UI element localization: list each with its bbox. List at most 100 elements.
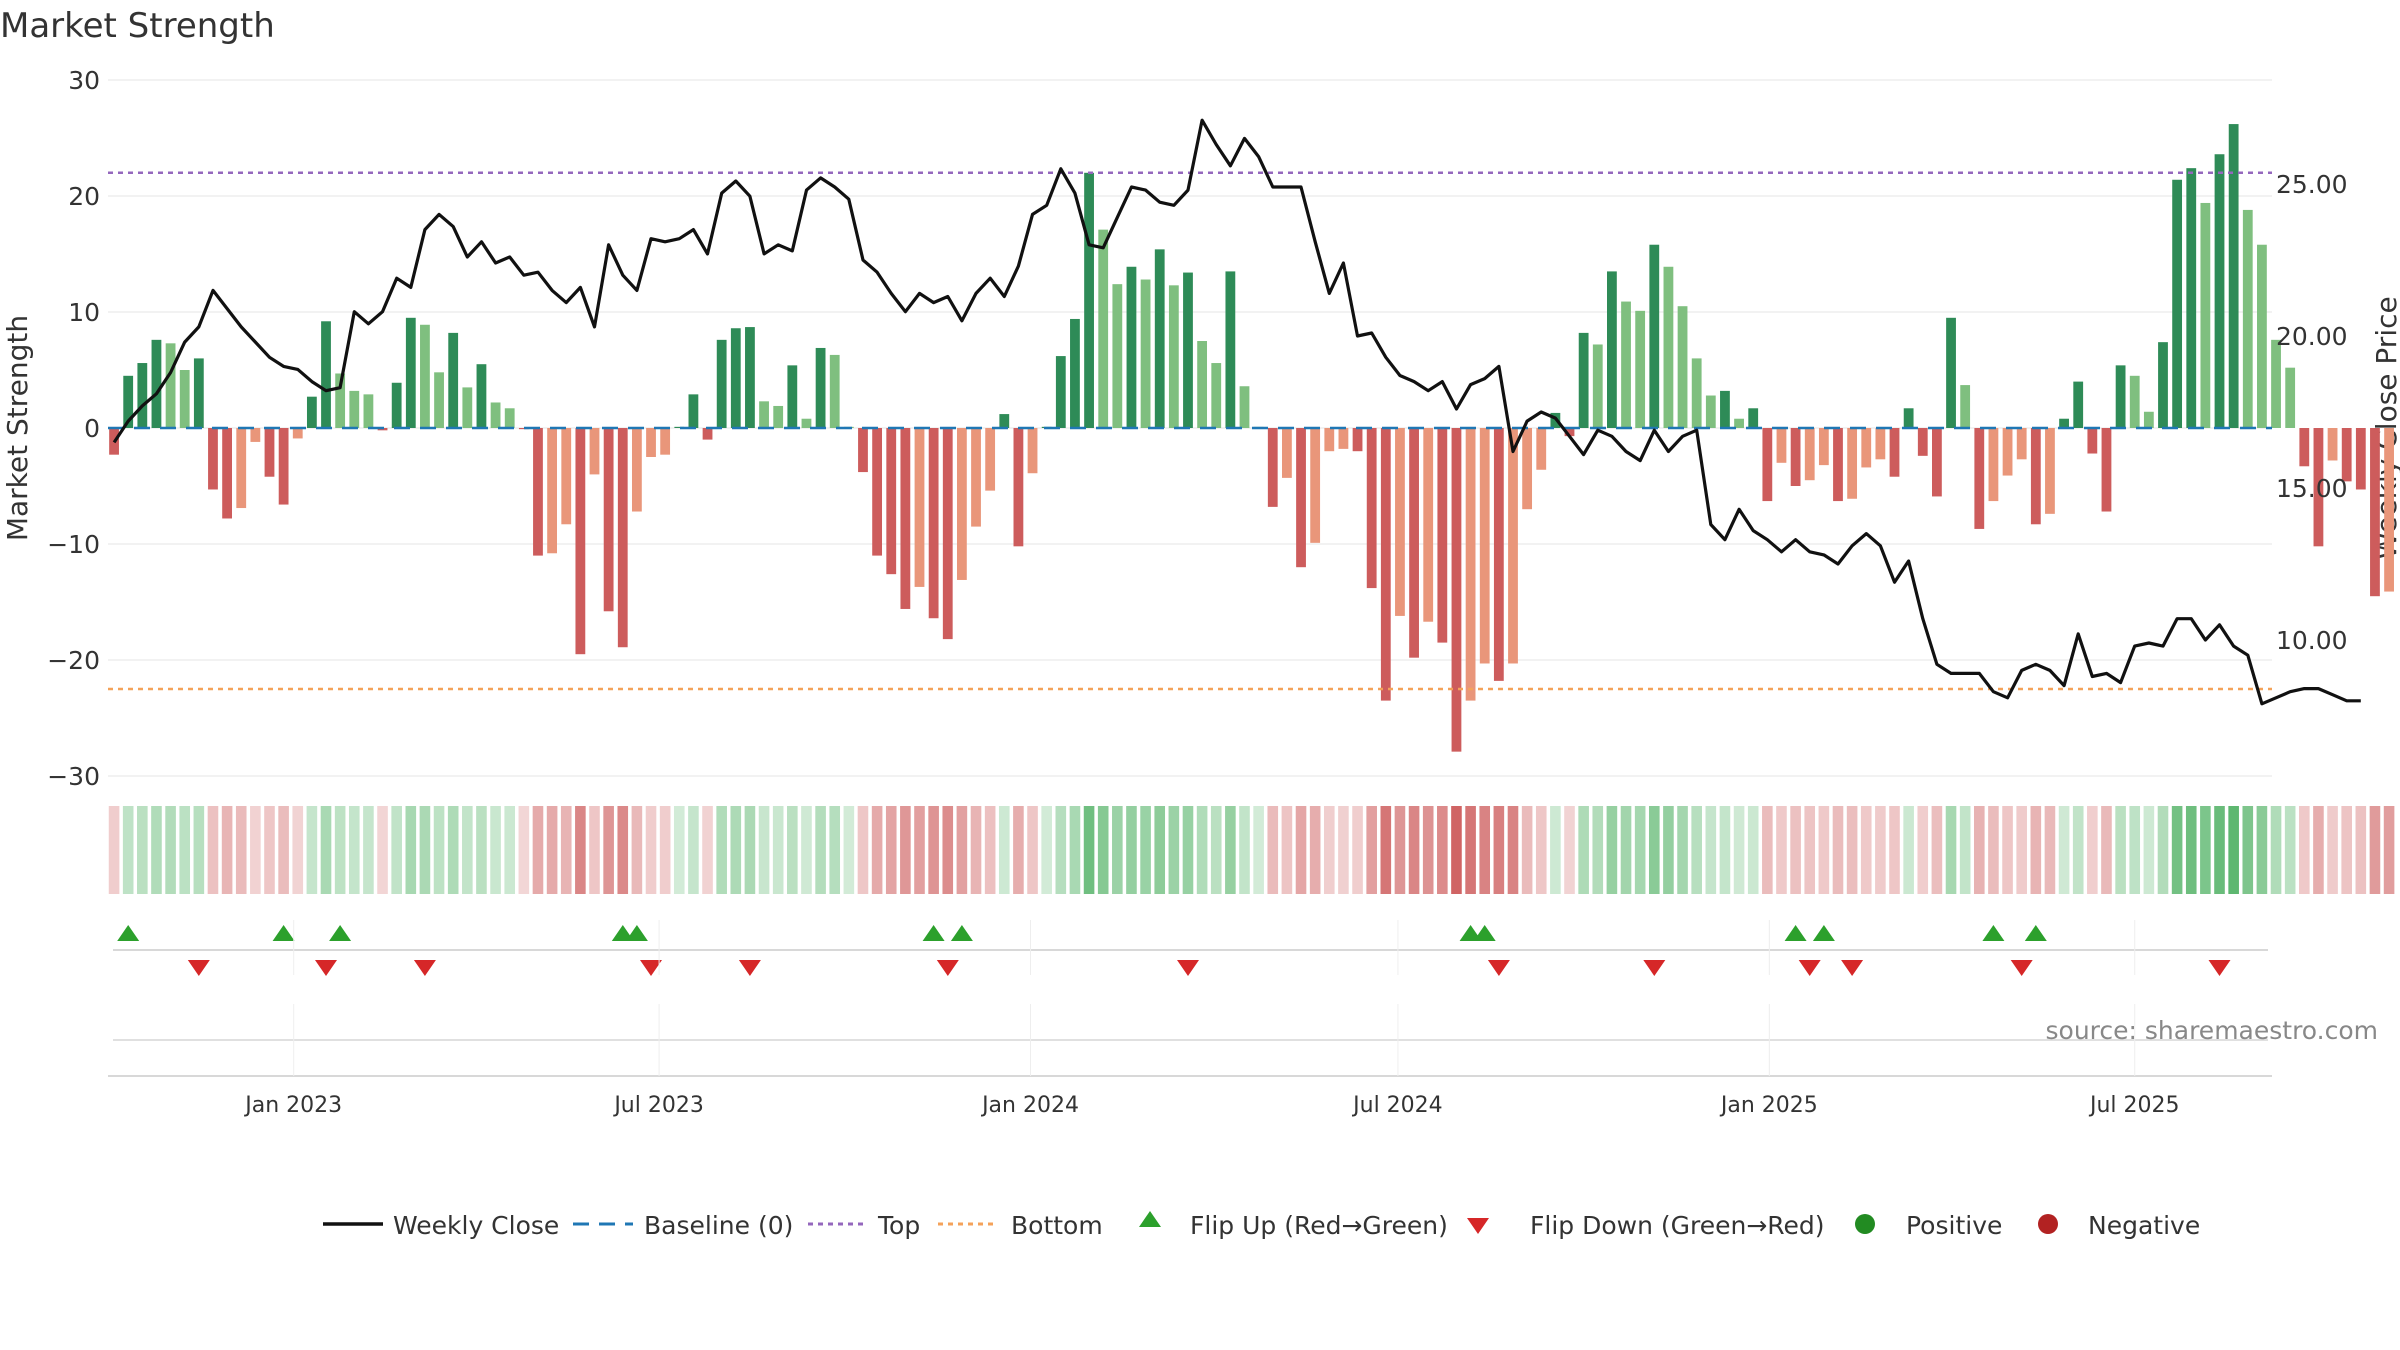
strength-bar — [2285, 367, 2296, 428]
strength-bar — [208, 428, 218, 490]
strength-bar — [222, 428, 232, 519]
heat-cell — [1465, 806, 1476, 894]
strength-bar — [1168, 285, 1179, 428]
strength-bar — [716, 339, 727, 428]
strength-bar — [448, 332, 459, 428]
flip-down-marker — [2208, 960, 2231, 976]
heat-cell — [1804, 806, 1816, 894]
heat-cell — [885, 806, 897, 894]
heat-cell — [1394, 806, 1406, 894]
heat-cell — [2313, 806, 2324, 894]
strength-bar — [1451, 428, 1462, 752]
heat-cell — [264, 806, 275, 894]
strength-bar — [1833, 428, 1843, 502]
heat-cell — [1959, 806, 1971, 894]
left-tick-label: −10 — [47, 530, 100, 559]
heat-cell — [419, 806, 431, 894]
strength-bar — [1267, 428, 1278, 507]
heat-cell — [377, 806, 388, 894]
strength-bar — [476, 364, 487, 428]
legend-bottom-label: Bottom — [1011, 1211, 1103, 1240]
heat-cell — [2072, 806, 2084, 894]
heat-cell — [2242, 806, 2254, 894]
heat-cell — [984, 806, 996, 894]
strength-bar — [575, 428, 586, 655]
heat-cell — [801, 806, 812, 894]
strength-bar — [1946, 317, 1956, 428]
strength-bar — [1762, 428, 1773, 502]
strength-bar — [335, 373, 346, 428]
heat-cell — [151, 806, 162, 894]
flip-down-marker — [187, 960, 210, 976]
heat-cell — [2299, 806, 2310, 894]
strength-bar — [1522, 428, 1533, 510]
heat-cell — [2355, 806, 2367, 894]
heat-cell — [1606, 806, 1618, 894]
legend-positive-icon — [1855, 1214, 1875, 1234]
strength-bar — [2313, 428, 2324, 547]
strength-bar — [1607, 271, 1617, 428]
heat-cell — [2256, 806, 2268, 894]
strength-bar — [547, 428, 557, 554]
heat-cell — [1762, 806, 1773, 894]
heat-cell — [956, 806, 968, 894]
strength-bar — [1465, 428, 1476, 701]
heat-cell — [815, 806, 826, 894]
weekly-close-line — [112, 118, 2361, 706]
heat-cell — [1903, 806, 1914, 894]
heat-cell — [334, 806, 346, 894]
strength-bar — [1720, 390, 1730, 428]
strength-bar — [674, 426, 685, 428]
right-tick-label: 10.00 — [2276, 626, 2348, 655]
strength-bar — [1691, 358, 1702, 428]
heat-cell — [772, 806, 784, 894]
legend: Weekly Close Baseline (0) Top Bottom Fli… — [323, 1211, 2200, 1240]
heat-cell — [645, 806, 657, 894]
strength-bar — [1423, 428, 1434, 622]
strength-bar — [2059, 418, 2069, 428]
heat-cell — [1013, 806, 1024, 894]
heat-cell — [1281, 806, 1293, 894]
right-tick-label: 20.00 — [2276, 322, 2348, 351]
heat-cell — [1790, 806, 1801, 894]
heat-cell — [2058, 806, 2070, 894]
strength-bar — [1621, 301, 1631, 428]
strength-bar — [1536, 428, 1547, 470]
strength-bar — [1352, 428, 1363, 452]
heat-cell — [2171, 806, 2183, 894]
strength-bar — [942, 428, 953, 640]
heat-cell — [1733, 806, 1745, 894]
heat-cell — [702, 806, 713, 894]
flip-down-marker — [315, 960, 337, 976]
heat-cell — [2044, 806, 2056, 894]
heat-cell — [2143, 806, 2155, 894]
heat-cell — [1620, 806, 1632, 894]
strength-bar — [1705, 395, 1716, 428]
strength-bar — [1861, 428, 1872, 468]
flip-down-marker — [1177, 960, 1199, 976]
heat-cell — [2228, 806, 2239, 894]
strength-bar — [886, 428, 897, 575]
strength-bar — [292, 428, 303, 439]
strength-bar — [1140, 279, 1151, 428]
heat-cell — [1451, 806, 1462, 894]
strength-bar — [971, 428, 981, 527]
strength-bar — [1635, 310, 1646, 428]
heat-cell — [518, 806, 530, 894]
heat-cell — [2185, 806, 2197, 894]
heat-cell — [1323, 806, 1335, 894]
strength-bar — [264, 428, 275, 477]
heat-cell — [1931, 806, 1943, 894]
strength-bar — [1126, 266, 1137, 428]
left-tick-label: −30 — [47, 762, 100, 791]
heat-cell — [1027, 806, 1038, 894]
right-axis-ticks: 25.00 20.00 15.00 10.00 — [2276, 170, 2348, 655]
strength-bar — [250, 428, 261, 442]
reference-lines — [108, 171, 2272, 691]
strength-bars — [109, 124, 2394, 752]
left-tick-label: 20 — [68, 182, 100, 211]
heat-cell — [1719, 806, 1731, 894]
flip-down-marker — [1841, 960, 1864, 976]
flip-up-marker — [272, 925, 295, 941]
